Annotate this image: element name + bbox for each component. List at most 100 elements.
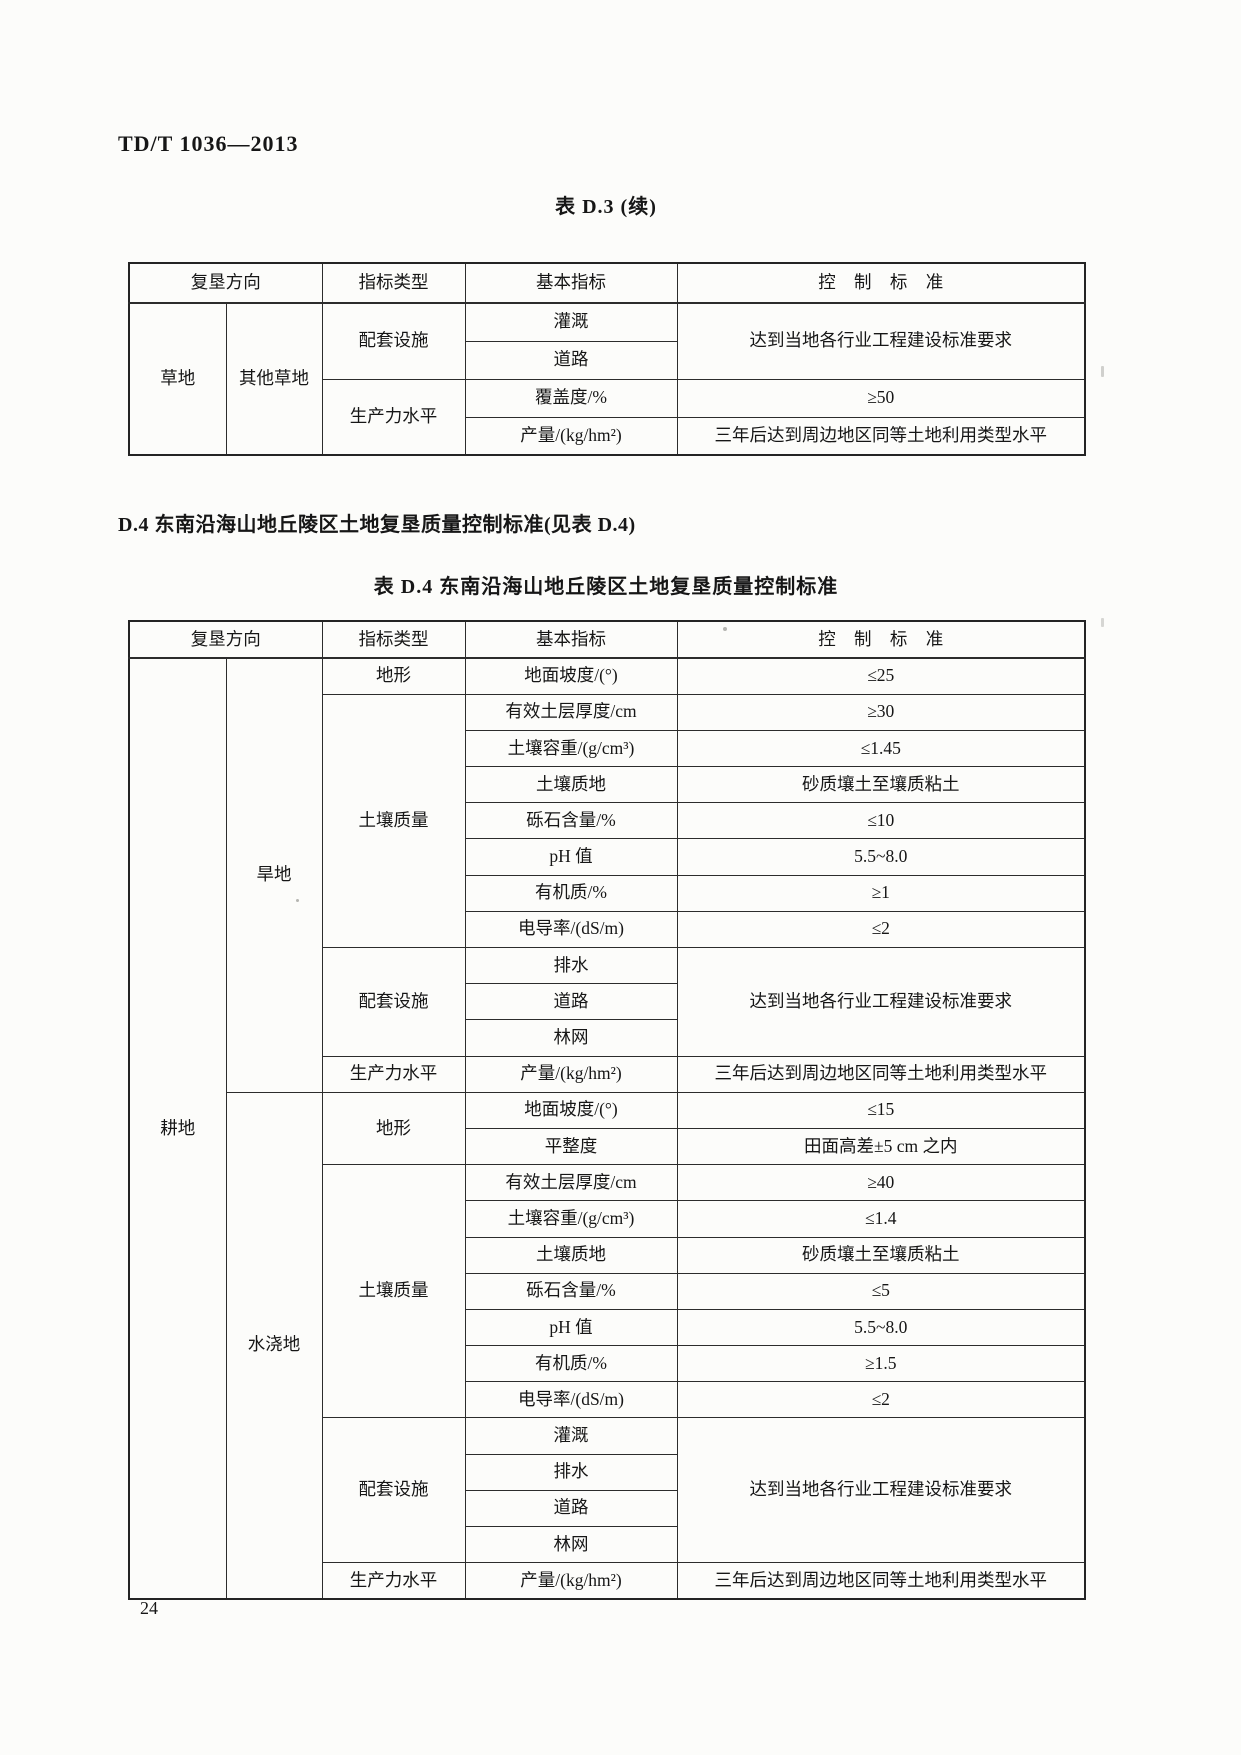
cell-control-standard: 砂质壤土至壤质粘土 (676, 1236, 1086, 1274)
cell-control-standard: 三年后达到周边地区同等土地利用类型水平 (676, 416, 1086, 456)
col-header-basic-indicator: 基本指标 (464, 620, 678, 659)
table-row: 配套设施 灌溉 达到当地各行业工程建设标准要求 (129, 1417, 1086, 1564)
table-d4: 复垦方向 指标类型 基本指标 控 制 标 准 耕地 旱地 地形 地面坡度/(°)… (128, 620, 1086, 1600)
table-row: 耕地 旱地 地形 地面坡度/(°) ≤25 (128, 657, 1086, 1600)
cell-basic-indicator: 林网 (464, 1019, 678, 1057)
cell-basic-indicator: 土壤质地 (464, 1236, 678, 1274)
cell-indicator-type: 生产力水平 (321, 1562, 466, 1600)
cell-indicator-type: 地形 (321, 657, 466, 695)
cell-basic-indicator: 电导率/(dS/m) (464, 910, 678, 949)
cell-basic-indicator: 道路 (464, 983, 678, 1021)
table-row: 排水 (129, 1453, 1085, 1491)
cell-indicator-type: 生产力水平 (321, 1055, 466, 1093)
cell-basic-indicator: 产量/(kg/hm²) (464, 1562, 678, 1600)
cell-basic-indicator: 排水 (464, 1453, 678, 1491)
cell-control-standard: ≤25 (676, 657, 1086, 695)
cell-basic-indicator: 电导率/(dS/m) (464, 1381, 678, 1419)
cell-basic-indicator: pH 值 (464, 1308, 678, 1347)
cell-control-standard: ≤2 (676, 1381, 1086, 1419)
page-number: 24 (140, 1598, 158, 1618)
col-header-basic-indicator: 基本指标 (464, 262, 678, 304)
cell-control-standard: ≤2 (676, 910, 1086, 949)
cell-basic-indicator: 产量/(kg/hm²) (464, 1055, 678, 1093)
cell-indicator-type: 配套设施 (321, 947, 466, 1057)
cell-basic-indicator: 土壤容重/(g/cm³) (464, 729, 678, 768)
cell-control-standard: ≥40 (676, 1164, 1086, 1202)
table-d3-header-row: 复垦方向 指标类型 基本指标 控 制 标 准 (128, 262, 1086, 304)
cell-control-standard: 三年后达到周边地区同等土地利用类型水平 (676, 1562, 1086, 1600)
cell-control-standard: 达到当地各行业工程建设标准要求 (676, 302, 1086, 380)
col-header-indicator-type: 指标类型 (321, 620, 466, 659)
cell-basic-indicator: 道路 (464, 340, 678, 380)
cell-basic-indicator: 有机质/% (464, 1345, 678, 1383)
cell-control-standard: 达到当地各行业工程建设标准要求 (676, 947, 1086, 1057)
cell-basic-indicator: 灌溉 (464, 302, 678, 342)
table-row: 土壤质量 有效土层厚度/cm ≥30 (129, 693, 1086, 949)
cell-basic-indicator: 平整度 (464, 1127, 678, 1166)
cell-control-standard: ≤5 (676, 1272, 1086, 1310)
cell-control-standard: ≥1.5 (676, 1345, 1086, 1383)
col-header-control-standard: 控 制 标 准 (676, 262, 1086, 304)
table-row: 道路 (129, 340, 1085, 380)
col-header-direction: 复垦方向 (128, 620, 323, 659)
cell-basic-indicator: 灌溉 (464, 1417, 678, 1455)
cell-basic-indicator: 地面坡度/(°) (464, 1091, 678, 1129)
table-row: 道路 (129, 1489, 1085, 1528)
cell-basic-indicator: 产量/(kg/hm²) (464, 416, 678, 456)
cell-control-standard: 5.5~8.0 (676, 1308, 1086, 1347)
table-row: 平整度 田面高差±5 cm 之内 (129, 1127, 1086, 1166)
scan-artifact (1101, 618, 1104, 627)
cell-direction-l2: 旱地 (225, 657, 323, 1093)
table-d3: 复垦方向 指标类型 基本指标 控 制 标 准 草地 其他草地 配套设施 灌溉 达… (128, 262, 1086, 456)
table-row: 电导率/(dS/m) ≤2 (129, 1381, 1086, 1419)
table-row: 草地 其他草地 配套设施 灌溉 达到当地各行业工程建设标准要求 (128, 302, 1086, 456)
cell-basic-indicator: 有效土层厚度/cm (464, 693, 678, 731)
cell-control-standard: ≥50 (676, 378, 1086, 418)
cell-control-standard: 5.5~8.0 (676, 838, 1086, 876)
cell-direction-l1: 草地 (128, 302, 227, 456)
cell-control-standard: ≤10 (676, 802, 1086, 840)
cell-control-standard: ≥1 (676, 874, 1086, 912)
scan-artifact (1101, 366, 1104, 377)
table-row: pH 值 5.5~8.0 (129, 838, 1086, 876)
table-d3-caption: 表 D.3 (续) (555, 196, 657, 218)
cell-basic-indicator: 有效土层厚度/cm (464, 1164, 678, 1202)
table-row: 产量/(kg/hm²) 三年后达到周边地区同等土地利用类型水平 (129, 416, 1086, 456)
scan-artifact (296, 899, 299, 902)
table-row: 配套设施 排水 达到当地各行业工程建设标准要求 (129, 946, 1086, 1057)
cell-indicator-type: 生产力水平 (321, 378, 466, 456)
table-row: 有机质/% ≥1.5 (129, 1345, 1086, 1383)
doc-code: TD/T 1036—2013 (118, 131, 299, 156)
table-row: 道路 (129, 983, 1085, 1021)
cell-control-standard: 三年后达到周边地区同等土地利用类型水平 (676, 1055, 1086, 1093)
table-row: 土壤质量 有效土层厚度/cm ≥40 (129, 1164, 1086, 1419)
cell-control-standard: ≤1.45 (676, 729, 1086, 768)
table-row: 有机质/% ≥1 (129, 874, 1086, 912)
table-row: 水浇地 地形 地面坡度/(°) ≤15 (129, 1091, 1086, 1600)
table-row: 砾石含量/% ≤5 (129, 1272, 1086, 1310)
cell-basic-indicator: 林网 (464, 1525, 678, 1564)
table-row: 林网 (129, 1019, 1085, 1057)
cell-basic-indicator: 砾石含量/% (464, 802, 678, 840)
cell-control-standard: 田面高差±5 cm 之内 (676, 1127, 1086, 1166)
table-row: 生产力水平 产量/(kg/hm²) 三年后达到周边地区同等土地利用类型水平 (129, 1055, 1086, 1093)
cell-basic-indicator: 土壤质地 (464, 766, 678, 804)
cell-control-standard: ≤15 (676, 1091, 1086, 1129)
cell-control-standard: 达到当地各行业工程建设标准要求 (676, 1417, 1086, 1564)
cell-indicator-type: 土壤质量 (321, 693, 466, 949)
cell-control-standard: ≤1.4 (676, 1200, 1086, 1238)
cell-basic-indicator: pH 值 (464, 838, 678, 876)
col-header-control-standard: 控 制 标 准 (676, 620, 1086, 659)
cell-basic-indicator: 有机质/% (464, 874, 678, 912)
table-row: 土壤质地 砂质壤土至壤质粘土 (129, 766, 1086, 804)
cell-direction-l2: 其他草地 (225, 302, 323, 456)
cell-direction-l1: 耕地 (128, 657, 227, 1600)
cell-direction-l2: 水浇地 (225, 1091, 323, 1600)
table-row: 土壤容重/(g/cm³) ≤1.45 (129, 729, 1086, 768)
cell-basic-indicator: 地面坡度/(°) (464, 657, 678, 695)
cell-basic-indicator: 砾石含量/% (464, 1272, 678, 1310)
table-row: 生产力水平 覆盖度/% ≥50 (129, 378, 1086, 456)
cell-indicator-type: 配套设施 (321, 1417, 466, 1564)
table-row: 生产力水平 产量/(kg/hm²) 三年后达到周边地区同等土地利用类型水平 (129, 1562, 1086, 1600)
